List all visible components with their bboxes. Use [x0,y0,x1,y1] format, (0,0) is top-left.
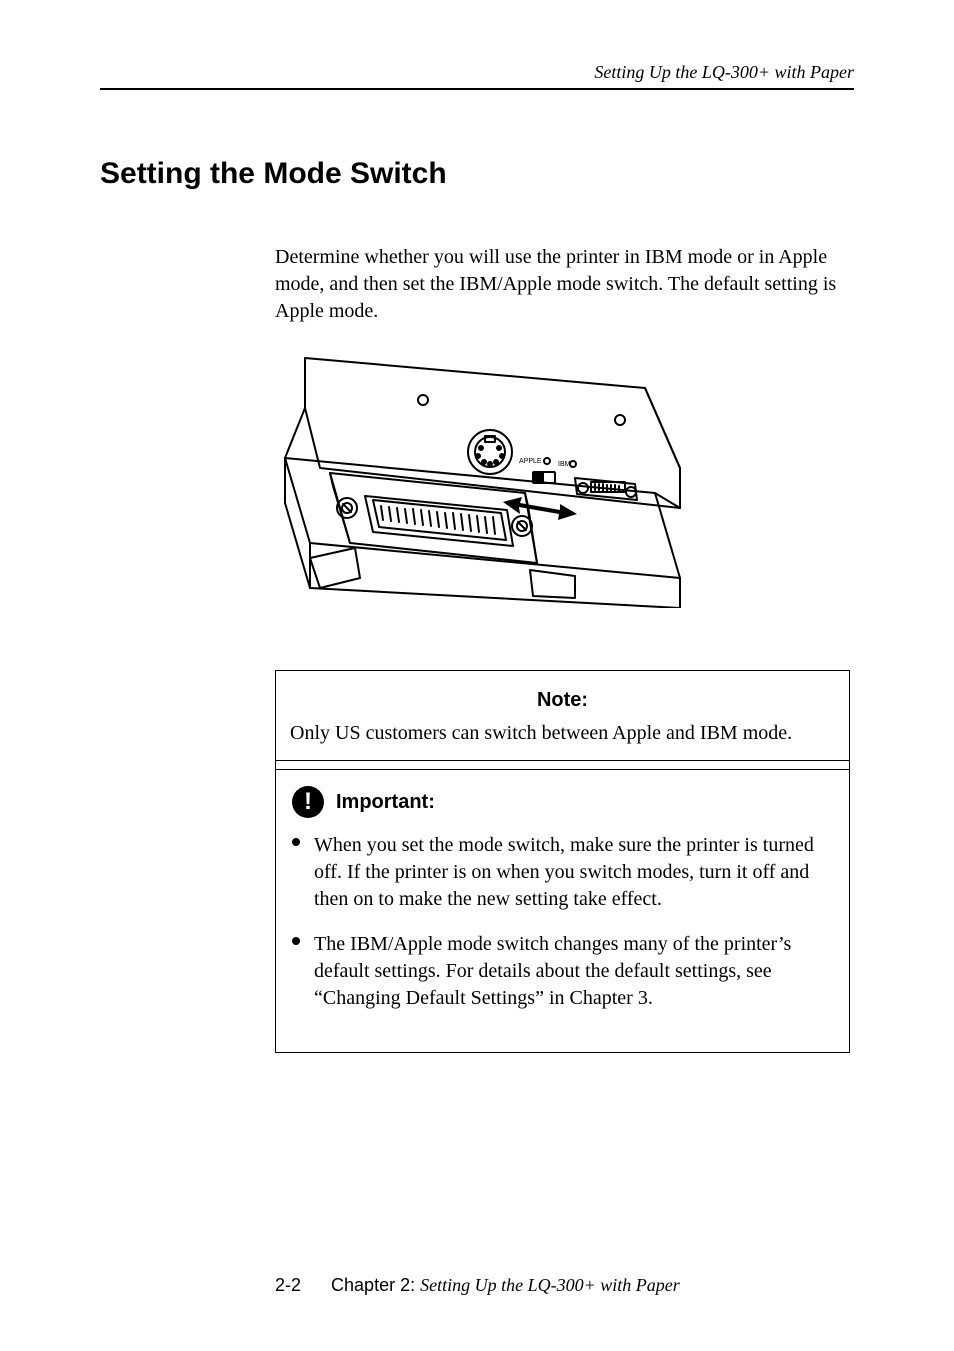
bullet-icon [292,931,302,1012]
page-footer: 2-2 Chapter 2: Setting Up the LQ-300+ wi… [275,1275,680,1296]
list-item: When you set the mode switch, make sure … [292,832,833,913]
bullet-icon [292,832,302,913]
mode-switch-figure: APPLE IBM [275,348,685,608]
list-item: The IBM/Apple mode switch changes many o… [292,931,833,1012]
running-header: Setting Up the LQ-300+ with Paper [594,62,854,83]
mode-switch-illustration: APPLE IBM [275,348,685,608]
svg-text:IBM: IBM [558,461,571,468]
important-bullet-list: When you set the mode switch, make sure … [292,832,833,1012]
bullet-text: The IBM/Apple mode switch changes many o… [314,931,833,1012]
footer-title: Setting Up the LQ-300+ with Paper [420,1275,680,1295]
page: Setting Up the LQ-300+ with Paper Settin… [0,0,954,1351]
important-box: ! Important: When you set the mode switc… [275,760,850,1053]
note-box: Note: Only US customers can switch betwe… [275,670,850,770]
important-label: Important: [336,791,435,814]
chapter-label: Chapter 2: [331,1275,415,1295]
svg-text:APPLE: APPLE [519,458,542,465]
intro-paragraph: Determine whether you will use the print… [275,244,855,325]
bullet-text: When you set the mode switch, make sure … [314,832,833,913]
important-icon: ! [292,786,324,818]
important-header: ! Important: [292,786,833,818]
header-rule [100,88,854,90]
section-title: Setting the Mode Switch [100,157,447,191]
note-body: Only US customers can switch between App… [290,720,835,747]
note-title: Note: [290,689,835,712]
page-number: 2-2 [275,1275,301,1295]
